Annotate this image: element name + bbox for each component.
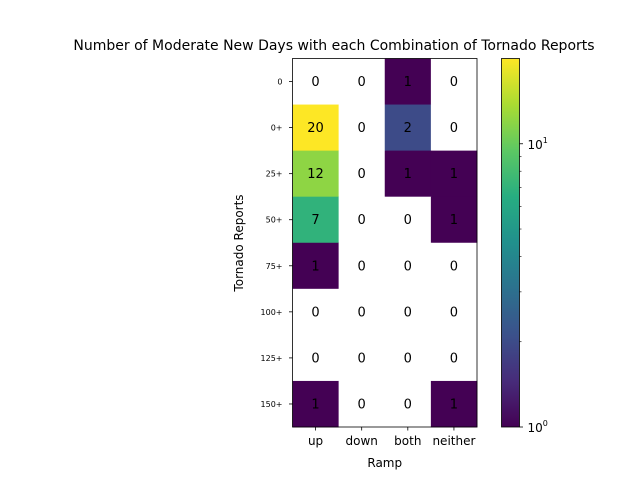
cell-value-label: 0: [404, 305, 412, 320]
cell-value-label: 2: [404, 121, 412, 136]
cell-value-label: 0: [358, 75, 366, 90]
x-axis-label: Ramp: [367, 456, 402, 470]
y-tick-label: 0+: [271, 124, 283, 133]
chart-title: Number of Moderate New Days with each Co…: [73, 38, 594, 54]
colorbar: [501, 58, 520, 428]
heatmap-cell: [292, 380, 340, 428]
cell-value-label: 0: [358, 167, 366, 182]
heatmap-cell: [292, 288, 340, 336]
cell-value-label: 0: [358, 397, 366, 412]
heatmap-cell: [338, 334, 386, 382]
cell-value-label: 1: [404, 75, 412, 90]
x-tick-label: both: [394, 434, 421, 448]
cell-value-label: 0: [358, 213, 366, 228]
cell-value-label: 0: [311, 305, 319, 320]
y-axis: 0 0+ 25+ 50+ 75+ 100+ 125+ 150+: [261, 78, 293, 409]
heatmap-cell: [292, 58, 340, 105]
cell-value-label: 0: [450, 351, 458, 366]
heatmap-cell: [292, 196, 340, 244]
cell-value-label: 1: [450, 167, 458, 182]
heatmap-cell: [384, 150, 432, 198]
heatmap-cell: [384, 58, 432, 105]
colorbar-tick-label: 100: [528, 419, 548, 435]
y-tick-label: 0: [277, 78, 282, 87]
heatmap-cell: [338, 150, 386, 198]
plot-frame: [292, 58, 478, 428]
y-tick-label: 150+: [261, 400, 283, 409]
cell-value-label: 1: [404, 167, 412, 182]
y-tick-label: 25+: [266, 170, 283, 179]
cell-value-label: 20: [307, 121, 324, 136]
cell-value-label: 0: [450, 121, 458, 136]
cell-value-label: 1: [311, 259, 319, 274]
heatmap-cell: [384, 196, 432, 244]
cell-value-label: 0: [358, 351, 366, 366]
heatmap-cell: [338, 196, 386, 244]
heatmap-cell: [384, 242, 432, 290]
cell-value-label: 0: [404, 397, 412, 412]
heatmap-cell: [338, 288, 386, 336]
heatmap-cell: [384, 288, 432, 336]
cell-value-label: 0: [358, 259, 366, 274]
heatmap-cell: [430, 380, 478, 428]
cell-value-label: 0: [311, 75, 319, 90]
heatmap-cells: [292, 58, 478, 428]
cell-value-label: 0: [404, 213, 412, 228]
x-tick-label: neither: [432, 434, 475, 448]
heatmap-cell: [338, 242, 386, 290]
heatmap-cell: [292, 150, 340, 198]
heatmap-cell: [338, 104, 386, 152]
heatmap-cell: [292, 334, 340, 382]
heatmap-cell: [292, 242, 340, 290]
heatmap-cell: [430, 242, 478, 290]
cell-value-label: 7: [311, 213, 319, 228]
cell-value-label: 0: [404, 259, 412, 274]
heatmap-cell-labels: 0 0 1 020 0 2 012 0 1 17 0 0 11 0 0 00 0 0 00 0 0 01 0 0 1: [307, 75, 458, 412]
x-tick-label: up: [308, 434, 323, 448]
cell-value-label: 12: [307, 167, 324, 182]
cell-value-label: 1: [450, 397, 458, 412]
cell-value-label: 0: [450, 305, 458, 320]
heatmap-cell: [384, 334, 432, 382]
y-axis-label: Tornado Reports: [232, 194, 246, 292]
heatmap-cell: [338, 58, 386, 105]
heatmap-cell: [338, 380, 386, 428]
y-tick-label: 75+: [266, 262, 283, 271]
heatmap-cell: [430, 104, 478, 152]
heatmap-cell: [384, 104, 432, 152]
cell-value-label: 0: [311, 351, 319, 366]
heatmap-cell: [430, 334, 478, 382]
cell-value-label: 0: [358, 305, 366, 320]
y-tick-label: 100+: [261, 308, 283, 317]
heatmap-cell: [430, 288, 478, 336]
colorbar-ticks: 100 101: [519, 136, 548, 435]
heatmap-cell: [292, 104, 340, 152]
cell-value-label: 0: [450, 259, 458, 274]
heatmap-cell: [430, 196, 478, 244]
x-tick-label: down: [345, 434, 377, 448]
cell-value-label: 1: [311, 397, 319, 412]
colorbar-tick-label: 101: [528, 136, 548, 152]
heatmap-cell: [430, 150, 478, 198]
heatmap-cell: [430, 58, 478, 105]
cell-value-label: 0: [358, 121, 366, 136]
heatmap-cell: [384, 380, 432, 428]
y-tick-label: 125+: [261, 354, 283, 363]
y-tick-label: 50+: [266, 216, 283, 225]
cell-value-label: 1: [450, 213, 458, 228]
cell-value-label: 0: [404, 351, 412, 366]
cell-value-label: 0: [450, 75, 458, 90]
x-axis: up down both neither: [308, 427, 475, 448]
